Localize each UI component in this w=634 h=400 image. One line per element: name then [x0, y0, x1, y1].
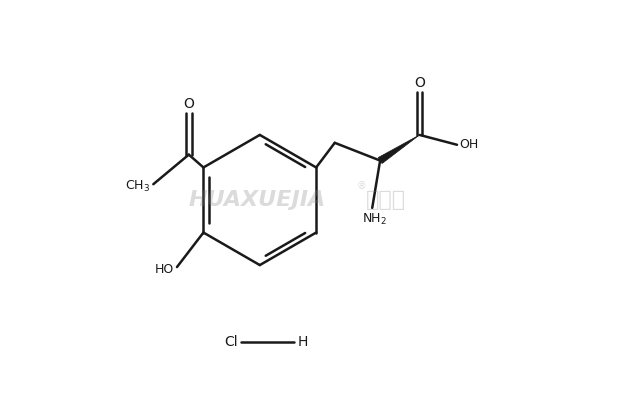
- Text: OH: OH: [459, 138, 478, 151]
- Text: 化学加: 化学加: [366, 190, 406, 210]
- Text: O: O: [414, 76, 425, 90]
- Polygon shape: [378, 135, 420, 164]
- Text: HO: HO: [155, 262, 174, 276]
- Text: H: H: [297, 335, 307, 349]
- Text: O: O: [183, 97, 194, 111]
- Text: ®: ®: [356, 181, 366, 191]
- Text: NH$_2$: NH$_2$: [362, 212, 387, 227]
- Text: CH$_3$: CH$_3$: [125, 179, 150, 194]
- Text: Cl: Cl: [224, 335, 238, 349]
- Text: HUAXUEJIA: HUAXUEJIA: [189, 190, 326, 210]
